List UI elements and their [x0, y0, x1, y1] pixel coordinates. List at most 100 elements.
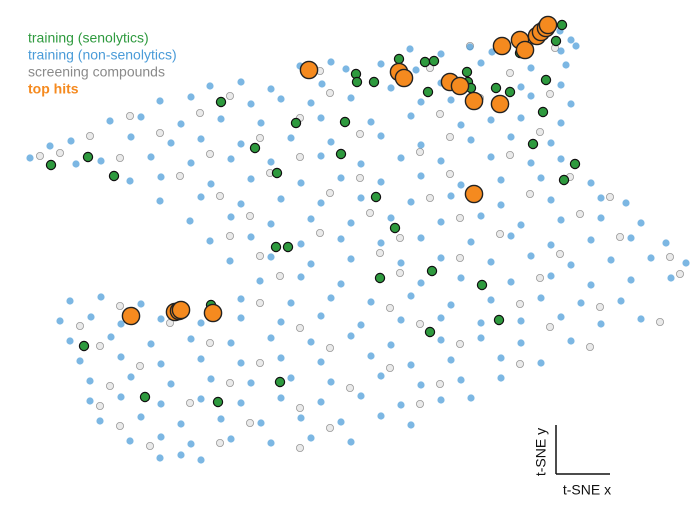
data-point	[147, 153, 155, 161]
data-point	[339, 116, 351, 128]
data-point	[206, 82, 214, 90]
data-point	[370, 191, 382, 203]
data-point	[497, 374, 505, 382]
data-point	[537, 106, 549, 118]
data-point	[237, 359, 245, 367]
data-point	[212, 396, 224, 408]
data-point	[447, 356, 455, 364]
data-point	[225, 378, 234, 387]
data-point	[504, 86, 516, 98]
data-point	[126, 437, 134, 445]
data-point	[277, 354, 285, 362]
data-point	[277, 95, 285, 103]
data-point	[347, 255, 355, 263]
data-point	[556, 249, 565, 258]
data-point	[557, 155, 565, 163]
data-point	[117, 393, 125, 401]
data-point	[437, 157, 445, 165]
data-point	[562, 61, 570, 69]
data-point	[616, 232, 625, 241]
data-point	[536, 127, 545, 136]
data-point	[374, 272, 386, 284]
data-point	[187, 159, 195, 167]
data-point	[225, 92, 234, 101]
data-point	[461, 66, 473, 78]
data-point	[156, 97, 164, 105]
data-point	[417, 172, 425, 180]
data-point	[247, 100, 255, 108]
data-point	[407, 292, 415, 300]
data-point	[557, 47, 565, 55]
data-point	[177, 420, 185, 428]
data-point	[607, 256, 615, 264]
data-point	[455, 253, 464, 262]
data-point	[227, 435, 235, 443]
data-point	[445, 169, 454, 178]
data-point	[493, 314, 505, 326]
data-point	[267, 220, 275, 228]
data-point	[317, 398, 325, 406]
data-point	[466, 43, 474, 51]
data-point	[586, 342, 595, 351]
data-point	[457, 121, 465, 129]
data-point	[606, 192, 615, 201]
data-point	[237, 200, 245, 208]
data-point	[557, 81, 565, 89]
data-point	[407, 112, 415, 120]
data-point	[36, 151, 45, 160]
data-point	[237, 399, 245, 407]
data-point	[357, 392, 365, 400]
data-point	[297, 273, 305, 281]
data-point	[676, 269, 685, 278]
data-point	[666, 252, 675, 261]
data-point	[406, 45, 414, 53]
data-point	[56, 317, 64, 325]
data-point	[217, 115, 225, 123]
data-point	[597, 194, 605, 202]
data-point	[116, 301, 125, 310]
data-point	[367, 298, 375, 306]
data-point	[335, 148, 347, 160]
data-point	[66, 337, 74, 345]
data-point	[185, 398, 194, 407]
data-point	[395, 233, 404, 242]
data-point	[325, 89, 334, 98]
data-point	[86, 397, 94, 405]
data-point	[572, 42, 580, 50]
data-point	[351, 76, 363, 88]
data-point	[505, 69, 514, 78]
data-point	[255, 298, 264, 307]
data-point	[527, 159, 535, 167]
data-point	[97, 293, 105, 301]
legend-entry: training (non-senolytics)	[28, 47, 177, 63]
data-point	[357, 194, 365, 202]
data-point	[487, 153, 495, 161]
data-point	[437, 218, 445, 226]
data-point	[577, 299, 585, 307]
data-point	[96, 401, 105, 410]
data-point	[106, 117, 114, 125]
data-point	[197, 319, 205, 327]
data-point	[267, 253, 275, 261]
data-point	[327, 378, 335, 386]
data-point	[417, 98, 425, 106]
data-point	[107, 333, 115, 341]
data-point	[287, 134, 295, 142]
data-point	[447, 192, 455, 200]
data-point	[477, 334, 485, 342]
data-point	[255, 251, 264, 260]
data-point	[157, 433, 165, 441]
data-point	[517, 114, 525, 122]
data-point	[267, 85, 275, 93]
data-point	[267, 439, 275, 447]
data-point	[96, 417, 104, 425]
data-point	[337, 418, 345, 426]
data-point	[526, 189, 535, 198]
data-point	[347, 219, 355, 227]
data-point	[127, 133, 135, 141]
data-point	[76, 357, 84, 365]
data-point	[187, 335, 195, 343]
data-point	[428, 55, 440, 67]
data-point	[487, 296, 495, 304]
data-point	[477, 212, 485, 220]
